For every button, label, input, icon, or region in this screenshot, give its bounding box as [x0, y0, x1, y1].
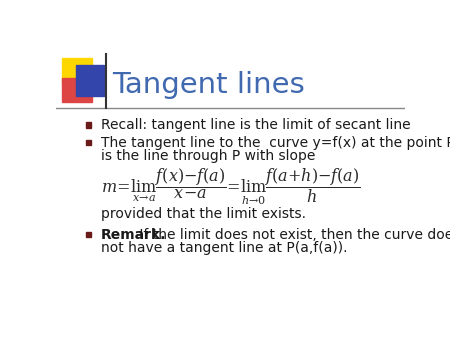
Text: $m\!=\!\lim_{x \to a}\dfrac{f(x)-f(a)}{x-a} = \lim_{h \to 0}\dfrac{f(a+h)-f(a)}{: $m\!=\!\lim_{x \to a}\dfrac{f(x)-f(a)}{x…	[101, 167, 360, 207]
Text: Recall: tangent line is the limit of secant line: Recall: tangent line is the limit of sec…	[101, 118, 411, 132]
Bar	[63, 77, 92, 102]
Text: not have a tangent line at P(a,f(a)).: not have a tangent line at P(a,f(a)).	[101, 241, 348, 256]
Bar	[76, 65, 104, 96]
Bar	[86, 122, 91, 127]
Bar	[86, 232, 91, 237]
Text: If the limit does not exist, then the curve does: If the limit does not exist, then the cu…	[135, 227, 450, 242]
Text: is the line through P with slope: is the line through P with slope	[101, 149, 315, 163]
Bar	[86, 140, 91, 145]
Text: Remark.: Remark.	[101, 227, 166, 242]
Text: The tangent line to the  curve y=f(x) at the point P(a,f(a)): The tangent line to the curve y=f(x) at …	[101, 136, 450, 150]
Text: provided that the limit exists.: provided that the limit exists.	[101, 207, 306, 221]
Bar	[63, 58, 92, 83]
Text: Tangent lines: Tangent lines	[112, 71, 305, 99]
